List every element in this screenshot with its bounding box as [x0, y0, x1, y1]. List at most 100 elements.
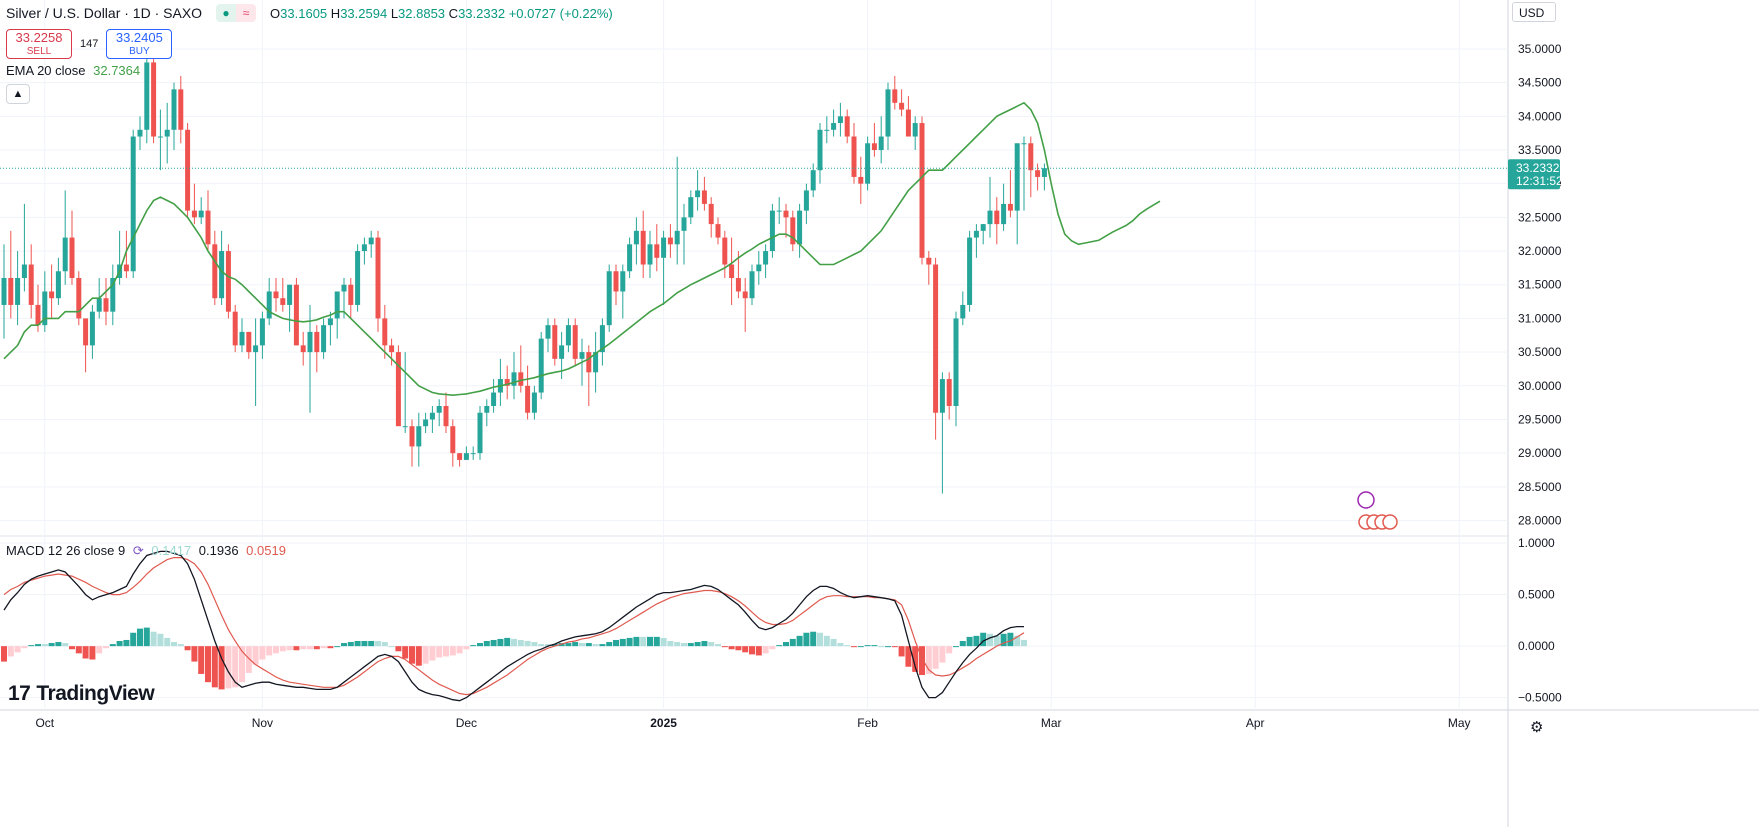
macd-histogram-bar	[313, 646, 320, 650]
macd-histogram-bar	[279, 646, 286, 652]
macd-histogram-bar	[749, 646, 755, 655]
candle-body	[35, 304, 41, 326]
macd-histogram-bar	[55, 642, 62, 647]
macd-tick-label: −0.5000	[1518, 691, 1562, 705]
candle-body	[518, 372, 524, 386]
macd-histogram-bar	[334, 646, 341, 648]
macd-histogram-bar	[1021, 639, 1027, 647]
chevron-up-icon[interactable]: ▲	[6, 84, 30, 104]
macd-histogram-bar	[898, 646, 905, 657]
trade-panel: 33.2258 SELL 147 33.2405 BUY	[6, 29, 173, 59]
macd-histogram-bar	[864, 645, 871, 647]
market-status-pill[interactable]: ● ≈	[216, 4, 257, 22]
macd-histogram-bar	[660, 637, 667, 647]
candle-body	[756, 264, 762, 272]
candle-body	[239, 331, 245, 346]
macd-legend[interactable]: MACD 12 26 close 9 ⟳ 0.1417 0.1936 0.051…	[6, 543, 286, 559]
time-tick-label: Mar	[1041, 716, 1062, 730]
ema-legend[interactable]: EMA 20 close 32.7364	[6, 63, 140, 78]
market-open-icon[interactable]: ●	[216, 4, 237, 22]
candle-body	[837, 116, 843, 124]
candle-body	[511, 372, 517, 386]
candle-body	[293, 284, 299, 346]
candle-body	[259, 318, 265, 346]
candle-body	[42, 291, 48, 326]
macd-histogram-bar	[708, 642, 715, 647]
candle-body	[722, 237, 728, 265]
price-tick-label: 35.0000	[1518, 42, 1562, 56]
price-tick-label: 30.5000	[1518, 345, 1562, 359]
macd-histogram-bar	[619, 638, 626, 647]
macd-histogram-bar	[823, 635, 830, 647]
candle-body	[545, 325, 551, 339]
macd-histogram-bar	[354, 640, 361, 647]
macd-histogram-bar	[320, 646, 327, 649]
candle-body	[62, 237, 68, 272]
candle-body	[783, 210, 789, 218]
candle-body	[627, 244, 633, 272]
candle-body	[375, 237, 381, 319]
candle-body	[735, 278, 741, 292]
price-tick-label: 34.0000	[1518, 109, 1562, 123]
compare-icon[interactable]: ≈	[236, 4, 257, 22]
candle-body	[69, 237, 75, 278]
candle-body	[525, 385, 531, 413]
macd-histogram-bar	[239, 646, 245, 683]
macd-tick-label: 0.5000	[1518, 588, 1555, 602]
macd-histogram-bar	[572, 642, 579, 647]
macd-histogram-bar	[286, 646, 293, 651]
macd-histogram-bar	[796, 635, 803, 647]
candle-body	[457, 453, 463, 460]
candle-body	[967, 237, 973, 305]
macd-histogram-bar	[912, 646, 919, 672]
macd-histogram-bar	[449, 646, 456, 656]
currency-selector[interactable]: USD	[1512, 2, 1556, 22]
candle-body	[423, 419, 429, 427]
macd-hist-value: 0.1417	[151, 543, 192, 558]
ema-legend-value: 32.7364	[93, 63, 141, 78]
tradingview-logo[interactable]: 17 TradingView	[8, 682, 155, 705]
macd-histogram-bar	[381, 642, 388, 647]
macd-histogram-bar	[273, 646, 279, 654]
settings-gear-icon[interactable]: ⚙	[1530, 719, 1544, 736]
candle-body	[157, 136, 163, 138]
macd-histogram-bar	[551, 644, 558, 647]
macd-histogram-bar	[959, 640, 966, 647]
candle-body	[640, 230, 646, 265]
macd-histogram-bar	[694, 642, 701, 647]
time-tick-label: Oct	[35, 716, 54, 730]
macd-histogram-bar	[667, 640, 674, 647]
macd-histogram-bar	[422, 646, 429, 664]
macd-histogram-bar	[789, 638, 796, 647]
macd-histogram-bar	[742, 646, 749, 653]
candle-body	[76, 278, 82, 319]
candle-body	[552, 325, 558, 359]
candle-body	[253, 345, 259, 353]
candle-body	[1, 278, 7, 305]
macd-histogram-bar	[511, 638, 517, 647]
symbol-title[interactable]: Silver / U.S. Dollar · 1D · SAXO	[6, 5, 203, 21]
candle-body	[185, 129, 191, 211]
candle-body	[287, 284, 293, 305]
candle-body	[246, 331, 252, 353]
macd-histogram-bar	[830, 638, 837, 647]
macd-histogram-bar	[103, 646, 109, 649]
candle-body	[219, 251, 225, 299]
macd-histogram-bar	[653, 636, 660, 647]
buy-button[interactable]: 33.2405 BUY	[106, 29, 173, 59]
candle-body	[810, 170, 816, 191]
candle-body	[905, 109, 911, 137]
sell-button[interactable]: 33.2258 SELL	[6, 29, 72, 59]
candle-body	[130, 136, 136, 272]
ema-legend-label: EMA 20 close	[6, 63, 86, 78]
candle-body	[987, 210, 993, 225]
macd-histogram-bar	[932, 646, 939, 669]
change-readout: +0.0727 (+0.22%)	[508, 5, 613, 21]
candle-body	[341, 284, 347, 292]
macd-histogram-bar	[69, 646, 75, 650]
macd-histogram-bar	[878, 646, 885, 648]
macd-histogram-bar	[198, 646, 205, 674]
macd-histogram-bar	[728, 646, 735, 650]
price-tick-label: 34.5000	[1518, 76, 1562, 90]
